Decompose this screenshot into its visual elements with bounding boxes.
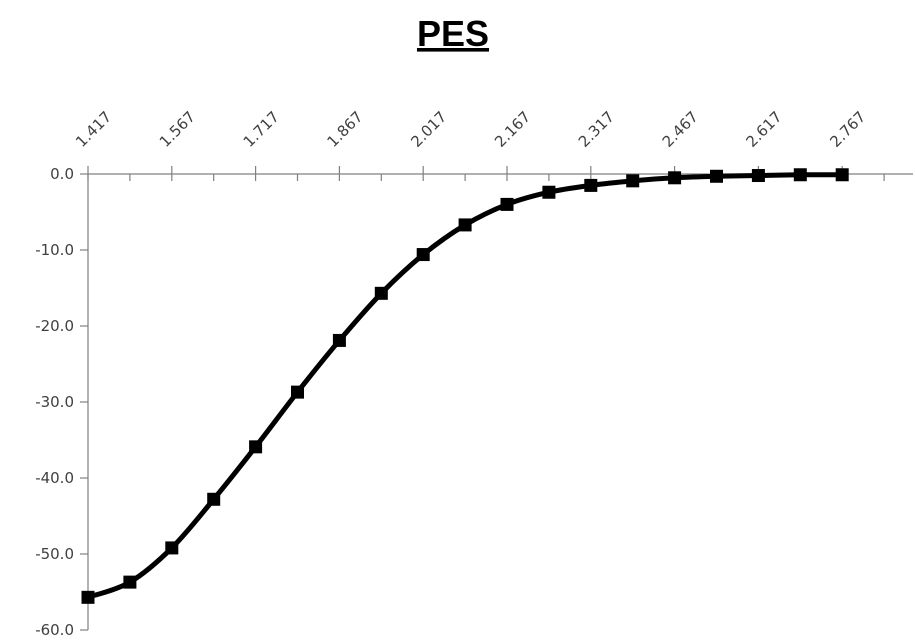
y-tick-label: 0.0: [50, 165, 74, 183]
data-point-marker: [207, 492, 221, 506]
x-tick-label: 2.767: [826, 108, 869, 151]
x-tick-label: 2.467: [659, 108, 702, 151]
y-tick-label: -20.0: [35, 317, 74, 335]
series-line: [87, 172, 843, 600]
data-point-marker: [291, 385, 304, 399]
x-tick-label: 1.717: [240, 108, 283, 151]
x-tick-label: 1.867: [324, 108, 367, 151]
data-point-marker: [668, 171, 682, 185]
data-point-marker: [835, 168, 849, 182]
x-tick-label: 2.017: [407, 108, 450, 151]
y-tick-label: -60.0: [35, 621, 74, 639]
x-tick-label: 1.567: [156, 108, 199, 151]
x-tick-label: 2.617: [743, 108, 786, 151]
data-point-marker: [458, 218, 472, 232]
data-point-marker: [374, 286, 388, 300]
y-tick-label: -30.0: [35, 393, 74, 411]
data-point-marker: [165, 541, 179, 555]
x-tick-label: 2.167: [491, 108, 534, 151]
data-point-marker: [123, 575, 137, 589]
series-layer: [81, 168, 849, 604]
axes: [80, 166, 913, 631]
chart-title: PES: [417, 13, 489, 54]
data-point-marker: [542, 185, 556, 199]
y-tick-label: -40.0: [35, 469, 74, 487]
data-point-marker: [751, 169, 765, 183]
data-point-marker: [793, 168, 807, 182]
x-tick-label: 1.417: [72, 108, 115, 151]
data-point-marker: [500, 197, 514, 211]
y-tick-label: -50.0: [35, 545, 74, 563]
data-point-marker: [249, 440, 263, 454]
data-point-marker: [416, 248, 430, 262]
y-tick-label: -10.0: [35, 241, 74, 259]
data-point-marker: [81, 590, 95, 604]
x-tick-label: 2.317: [575, 108, 618, 151]
data-point-marker: [710, 169, 723, 183]
data-point-marker: [626, 174, 640, 188]
data-point-marker: [584, 178, 598, 192]
data-point-marker: [332, 333, 346, 347]
